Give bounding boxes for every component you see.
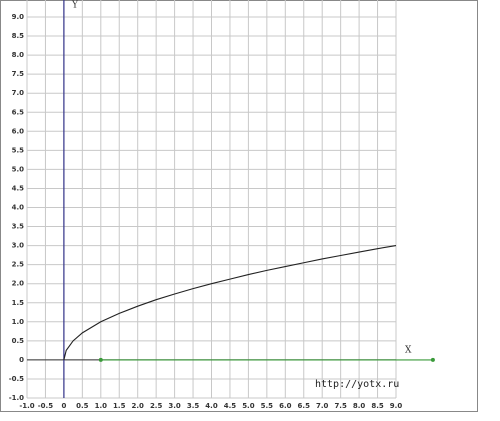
x-tick-label: 5.5 (261, 402, 274, 410)
x-tick-label: 4.0 (205, 402, 218, 410)
y-tick-label: 0.5 (12, 337, 25, 345)
x-tick-label: 6.5 (298, 402, 311, 410)
y-tick-label: 7.0 (12, 89, 25, 97)
y-tick-label: 8.5 (12, 32, 25, 40)
y-tick-label: 6.0 (12, 127, 25, 135)
watermark: http://yotx.ru (315, 379, 399, 390)
y-tick-label: 4.5 (12, 184, 25, 192)
y-tick-label: 6.5 (12, 108, 25, 116)
x-tick-label: 7.0 (316, 402, 329, 410)
x-tick-label: 8.0 (353, 402, 366, 410)
point (98, 357, 103, 362)
y-axis-label: Y (71, 1, 79, 11)
x-tick-label: 9.0 (390, 402, 403, 410)
frame (0, 0, 478, 412)
y-tick-label: 3.5 (12, 223, 25, 231)
x-tick-label: 0.5 (76, 402, 89, 410)
y-tick-label: 8.0 (12, 51, 25, 59)
y-tick-label: 2.0 (12, 280, 25, 288)
y-tick-label: 4.0 (12, 204, 25, 212)
y-tick-label: 7.5 (12, 70, 25, 78)
x-tick-label: 2.0 (131, 402, 144, 410)
x-axis-label: X (405, 346, 412, 356)
y-tick-label: 1.0 (12, 318, 25, 326)
y-tick-label: 9.0 (12, 13, 25, 21)
y-tick-label: 5.0 (12, 165, 25, 173)
point (430, 357, 435, 362)
y-tick-label: 2.5 (12, 261, 25, 269)
x-tick-label: -1.0 (19, 402, 34, 410)
series-line (63, 245, 397, 361)
y-tick-label: 5.5 (12, 146, 25, 154)
y-tick-label: 3.0 (12, 242, 25, 250)
x-tick-label: 0 (61, 402, 66, 410)
x-tick-label: 3.0 (168, 402, 181, 410)
x-tick-label: 6.0 (279, 402, 292, 410)
y-tick-label: 1.5 (12, 299, 25, 307)
y-tick-label: -1.0 (9, 394, 24, 402)
y-tick-label: 0 (19, 356, 24, 364)
x-tick-label: 8.5 (371, 402, 384, 410)
x-tick-label: 7.5 (334, 402, 347, 410)
x-tick-label: -0.5 (38, 402, 53, 410)
x-tick-label: 3.5 (187, 402, 200, 410)
x-tick-label: 4.5 (224, 402, 237, 410)
x-tick-label: 2.5 (150, 402, 163, 410)
x-tick-label: 1.5 (113, 402, 126, 410)
x-tick-label: 1.0 (95, 402, 108, 410)
y-tick-label: -0.5 (9, 375, 24, 383)
x-tick-label: 5.0 (242, 402, 255, 410)
